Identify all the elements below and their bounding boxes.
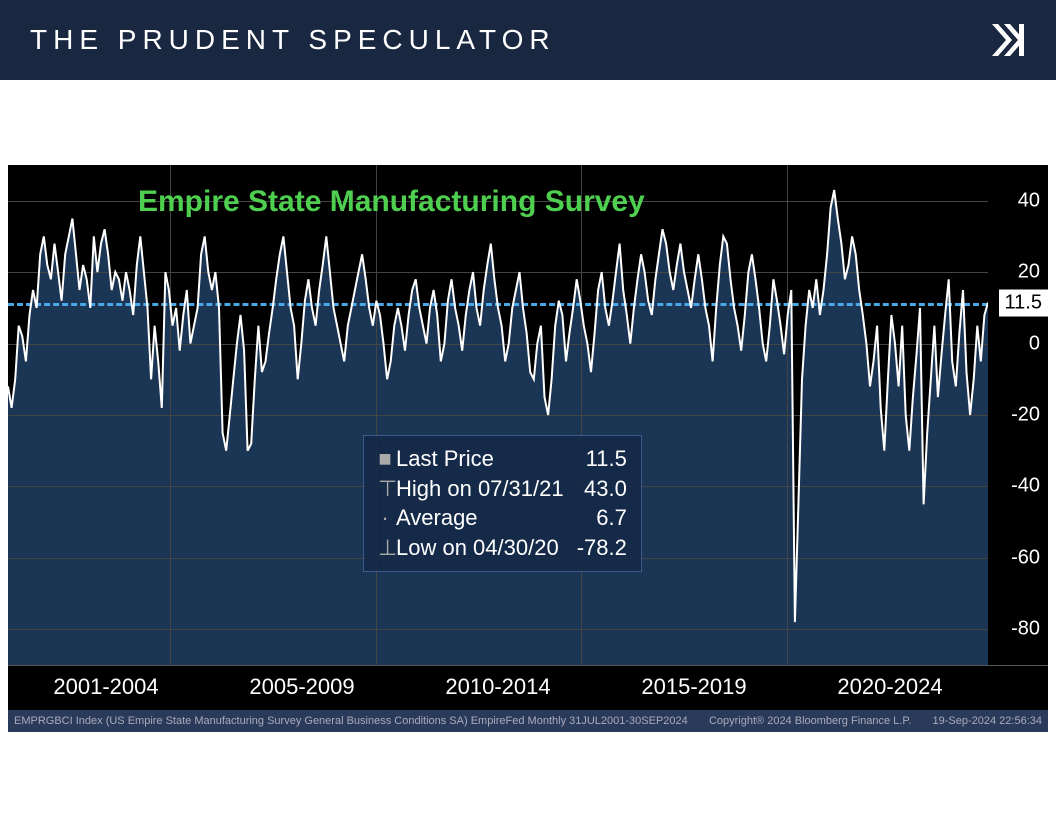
page-header: THE PRUDENT SPECULATOR [0, 0, 1056, 80]
chart-line-series [8, 165, 988, 665]
x-tick-label: 2015-2019 [641, 674, 746, 700]
x-tick-label: 2005-2009 [249, 674, 354, 700]
stats-value: -78.2 [577, 533, 627, 563]
header-title: THE PRUDENT SPECULATOR [30, 24, 556, 56]
y-tick-label: -20 [1011, 404, 1040, 427]
y-axis: 11.5 40 20 0 -20 -40 -60 -80 [988, 165, 1048, 665]
brand-logo-icon [986, 20, 1026, 60]
chart-footer: EMPRGBCI Index (US Empire State Manufact… [8, 710, 1048, 732]
stats-value: 6.7 [596, 503, 627, 533]
y-tick-label: 0 [1029, 332, 1040, 355]
stats-label: ■Last Price [378, 444, 494, 474]
x-tick-label: 2001-2004 [53, 674, 158, 700]
stats-value: 43.0 [584, 474, 627, 504]
stats-value: 11.5 [586, 444, 627, 474]
footer-mid: Copyright® 2024 Bloomberg Finance L.P. [709, 715, 911, 727]
x-tick-label: 2020-2024 [837, 674, 942, 700]
stats-label: ⊤High on 07/31/21 [378, 474, 564, 504]
stats-row: ·Average 6.7 [378, 503, 627, 533]
y-tick-label: 40 [1018, 189, 1040, 212]
chart-title: Empire State Manufacturing Survey [138, 185, 645, 219]
y-tick-label: 20 [1018, 261, 1040, 284]
stats-label: ·Average [378, 503, 478, 533]
stats-row: ⊤High on 07/31/21 43.0 [378, 474, 627, 504]
stats-label: ⊥Low on 04/30/20 [378, 533, 559, 563]
y-tick-label: -40 [1011, 475, 1040, 498]
stats-box: ■Last Price11.5⊤High on 07/31/2143.0·Ave… [363, 435, 642, 572]
x-axis: 2001-2004 2005-2009 2010-2014 2015-2019 2020… [8, 665, 1048, 710]
x-tick-label: 2010-2014 [445, 674, 550, 700]
last-price-tag: 11.5 [999, 289, 1048, 316]
y-tick-label: -80 [1011, 618, 1040, 641]
chart-container: Empire State Manufacturing Survey 11.5 4… [8, 165, 1048, 740]
stats-row: ■Last Price 11.5 [378, 444, 627, 474]
y-tick-label: -60 [1011, 546, 1040, 569]
footer-left: EMPRGBCI Index (US Empire State Manufact… [14, 715, 688, 727]
stats-row: ⊥Low on 04/30/20 -78.2 [378, 533, 627, 563]
chart-plot-area: Empire State Manufacturing Survey [8, 165, 988, 665]
footer-right: 19-Sep-2024 22:56:34 [933, 715, 1042, 727]
